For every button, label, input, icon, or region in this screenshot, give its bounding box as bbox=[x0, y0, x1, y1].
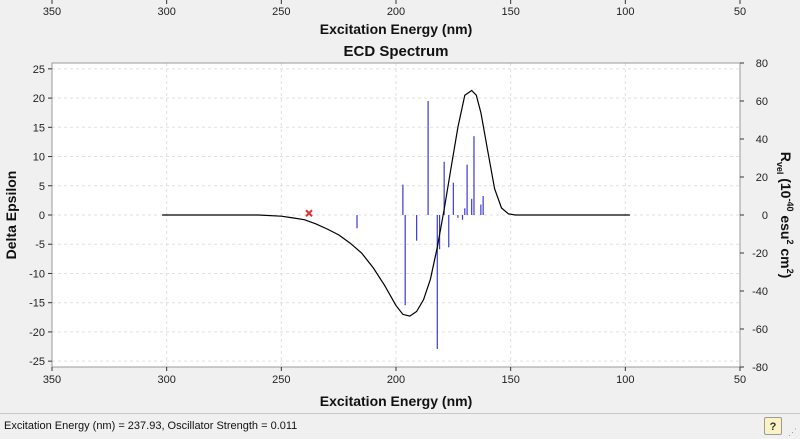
y-tick-label: -15 bbox=[29, 298, 45, 310]
x2-tick-label: 300 bbox=[157, 6, 175, 18]
resize-grip-icon[interactable]: ⋰ bbox=[788, 427, 797, 437]
grid-layer bbox=[51, 63, 741, 367]
x2-tick-label: 50 bbox=[734, 6, 746, 18]
x-tick-label: 100 bbox=[616, 374, 634, 386]
cursor-marker-cross bbox=[305, 209, 313, 217]
y2-tick-label: 0 bbox=[762, 210, 768, 222]
right-axis-title: Rvel (10-40 esu2 cm2) bbox=[775, 152, 795, 279]
status-text: Excitation Energy (nm) = 237.93, Oscilla… bbox=[4, 420, 298, 432]
x-tick-label: 150 bbox=[501, 374, 519, 386]
x2-tick-label: 350 bbox=[43, 6, 61, 18]
y-tick-label: 15 bbox=[33, 122, 45, 134]
x2-tick-label: 150 bbox=[501, 6, 519, 18]
y-tick-label: 20 bbox=[33, 93, 45, 105]
sticks-layer bbox=[356, 101, 484, 349]
x-tick-label: 250 bbox=[272, 374, 290, 386]
top-axis-title: Excitation Energy (nm) bbox=[320, 21, 472, 37]
chart-area[interactable]: 350 300 250 200 150 100 50 350 300 250 200 150 100 50… bbox=[0, 0, 800, 413]
y-tick-label: -20 bbox=[29, 327, 45, 339]
bottom-axis-title: Excitation Energy (nm) bbox=[320, 393, 472, 409]
y2-tick-label: 80 bbox=[756, 58, 768, 70]
y2-tick-label: -60 bbox=[752, 324, 768, 336]
status-bar: Excitation Energy (nm) = 237.93, Oscilla… bbox=[0, 413, 800, 439]
y2-tick-label: 20 bbox=[756, 172, 768, 184]
y2-tick-label: 40 bbox=[756, 134, 768, 146]
y-tick-label: -25 bbox=[29, 356, 45, 368]
y-tick-label: 25 bbox=[33, 64, 45, 76]
x-tick-label: 200 bbox=[387, 374, 405, 386]
y2-tick-label: 60 bbox=[756, 96, 768, 108]
help-button[interactable]: ? bbox=[764, 417, 782, 435]
x-tick-label: 50 bbox=[734, 374, 746, 386]
y-tick-label: -5 bbox=[35, 239, 45, 251]
right-axis-title-text: Rvel (10-40 esu2 cm2) bbox=[775, 152, 795, 279]
y-tick-label: 10 bbox=[33, 152, 45, 164]
x2-tick-label: 250 bbox=[272, 6, 290, 18]
chart-title: ECD Spectrum bbox=[343, 43, 448, 60]
marker-layer bbox=[305, 209, 313, 217]
y2-tick-label: -40 bbox=[752, 286, 768, 298]
x-tick-label: 300 bbox=[157, 374, 175, 386]
y-tick-label: 0 bbox=[39, 210, 45, 222]
y2-tick-label: -20 bbox=[752, 248, 768, 260]
y-tick-label: 5 bbox=[39, 181, 45, 193]
y-tick-label: -10 bbox=[29, 268, 45, 280]
x-tick-label: 350 bbox=[43, 374, 61, 386]
x2-tick-label: 200 bbox=[387, 6, 405, 18]
x2-tick-label: 100 bbox=[616, 6, 634, 18]
left-axis-title: Delta Epsilon bbox=[3, 171, 19, 260]
spectrum-curve bbox=[162, 89, 630, 317]
y2-tick-label: -80 bbox=[752, 362, 768, 374]
